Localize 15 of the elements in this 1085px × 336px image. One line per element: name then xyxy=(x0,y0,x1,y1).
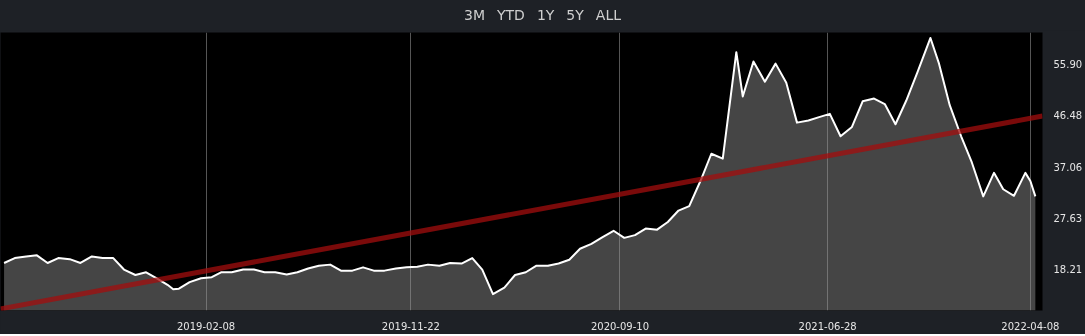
y-tick-label: 27.63 xyxy=(1053,213,1083,225)
text: 1Y xyxy=(536,7,555,23)
text: 3M xyxy=(463,7,485,23)
x-tick-label: 2021-06-28 xyxy=(798,320,857,332)
y-tick-label: 18.21 xyxy=(1053,264,1083,276)
x-tick-label: 2019-02-08 xyxy=(176,320,236,332)
y-tick-label: 37.06 xyxy=(1053,161,1083,173)
x-tick-label: 2020-09-10 xyxy=(590,320,650,332)
text: ALL xyxy=(595,7,621,23)
x-tick-label: 2022-04-08 xyxy=(1001,320,1060,332)
x-tick-label: 2019-11-22 xyxy=(381,320,440,332)
y-tick-label: 55.90 xyxy=(1053,58,1083,70)
text: 5Y xyxy=(566,7,584,23)
y-tick-label: 46.48 xyxy=(1053,110,1083,122)
text: YTD xyxy=(496,7,525,23)
